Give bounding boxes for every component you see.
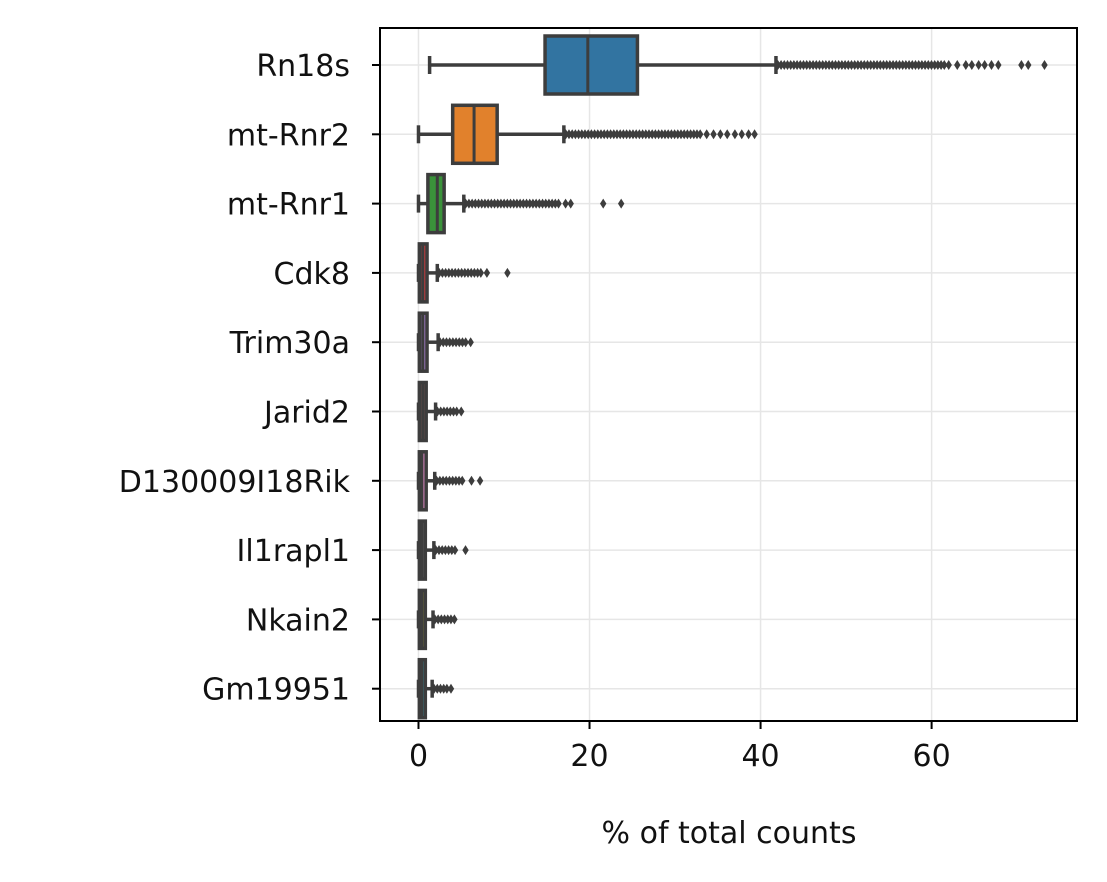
outlier-point — [476, 475, 484, 486]
outlier-point — [447, 683, 455, 694]
outlier-point — [451, 614, 458, 625]
axes: 0 20 40 60 Rn18s mt-Rnr2 mt-Rnr1 Cdk8 Trim30a Jar… — [119, 49, 951, 774]
outlier-point — [751, 129, 758, 140]
box-group-jarid2 — [416, 380, 465, 443]
x-tick-label: 60 — [913, 739, 951, 774]
outlier-point — [962, 60, 970, 70]
outlier-point — [975, 60, 982, 70]
outlier-point — [459, 475, 466, 486]
outlier-point — [954, 60, 961, 70]
outlier-point — [945, 60, 952, 70]
y-tick-label-jarid2: Jarid2 — [262, 396, 350, 431]
outlier-point — [988, 60, 995, 70]
box-group-trim30a — [416, 311, 474, 373]
outlier-point — [941, 60, 948, 70]
box-group-il1rapl1 — [416, 519, 469, 581]
outlier-point — [453, 406, 460, 417]
x-tick-label: 0 — [409, 739, 428, 774]
outlier-point — [447, 614, 455, 625]
outlier-point — [483, 267, 491, 278]
box-group-rn18s — [427, 34, 1048, 96]
y-tick-label-rn18s: Rn18s — [256, 49, 350, 84]
outlier-point — [995, 60, 1002, 70]
outlier-point — [452, 337, 460, 348]
y-tick-label-il1rapl1: Il1rapl1 — [237, 534, 350, 569]
outlier-point — [467, 337, 474, 348]
x-axis-label: % of total counts — [602, 816, 857, 851]
outlier-point — [478, 198, 485, 209]
outlier-point — [504, 267, 511, 278]
outlier-point — [443, 475, 450, 486]
box-group-mt-rnr2 — [416, 103, 758, 166]
outlier-point — [738, 129, 745, 140]
outlier-point — [1025, 60, 1032, 70]
outlier-point — [567, 198, 574, 209]
outlier-point — [617, 198, 625, 209]
outlier-point — [981, 60, 988, 70]
y-tick-label-d130009i18rik: D130009I18Rik — [119, 465, 351, 500]
outlier-point — [1018, 60, 1025, 70]
outlier-point — [468, 267, 475, 278]
outlier-point — [600, 198, 607, 209]
outlier-point — [458, 406, 465, 417]
outlier-point — [717, 129, 724, 140]
outlier-point — [562, 198, 569, 209]
x-tick-label: 20 — [570, 739, 608, 774]
box-group-cdk8 — [416, 242, 511, 304]
x-tick-label: 40 — [741, 739, 779, 774]
y-tick-label-gm19951: Gm19951 — [202, 673, 350, 708]
plot-frame — [379, 27, 1078, 722]
y-tick-label-cdk8: Cdk8 — [274, 257, 350, 292]
outlier-point — [703, 129, 710, 140]
outlier-point — [724, 129, 731, 140]
box-group-mt-rnr1 — [416, 172, 625, 235]
outlier-point — [477, 267, 485, 278]
outlier-point — [555, 198, 562, 209]
box-group-d130009i18rik — [416, 450, 484, 512]
box-group-gm19951 — [416, 657, 455, 720]
outlier-point — [968, 60, 976, 70]
y-tick-label-mt-rnr1: mt-Rnr1 — [227, 188, 350, 223]
outlier-point — [1041, 60, 1048, 70]
outlier-point — [710, 129, 717, 140]
outlier-point — [451, 545, 459, 556]
outlier-point — [696, 129, 704, 140]
y-tick-label-nkain2: Nkain2 — [246, 603, 350, 638]
outlier-point — [452, 267, 459, 278]
outlier-point — [445, 545, 452, 556]
outlier-point — [444, 614, 451, 625]
outlier-point — [745, 129, 752, 140]
outlier-point — [443, 683, 451, 694]
outlier-point — [468, 475, 475, 486]
y-tick-label-trim30a: Trim30a — [229, 326, 350, 361]
outlier-point — [731, 129, 739, 140]
outlier-point — [462, 337, 469, 348]
outlier-point — [440, 406, 448, 417]
box-rn18s — [543, 34, 640, 96]
box-group-nkain2 — [416, 588, 458, 651]
box-plot-series — [416, 34, 1048, 720]
y-tick-label-mt-rnr2: mt-Rnr2 — [227, 118, 350, 153]
outlier-point — [494, 198, 501, 209]
outlier-point — [462, 545, 469, 556]
